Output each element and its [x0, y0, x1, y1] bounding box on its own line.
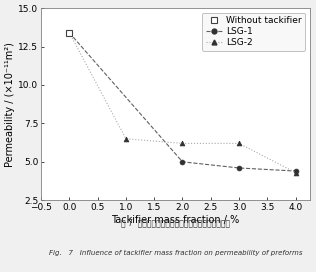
- X-axis label: Tackifier mass fraction / %: Tackifier mass fraction / %: [111, 215, 240, 225]
- Legend: Without tackifier, LSG-1, LSG-2: Without tackifier, LSG-1, LSG-2: [203, 13, 305, 51]
- Y-axis label: Permeability / (×10⁻¹¹m²): Permeability / (×10⁻¹¹m²): [5, 42, 15, 167]
- Text: Fig.   7   Influence of tackifier mass fraction on permeability of preforms: Fig. 7 Influence of tackifier mass fract…: [49, 250, 302, 256]
- Text: 图 7  不同定位胶黏剂含量对预成型体透气率的影响: 图 7 不同定位胶黏剂含量对预成型体透气率的影响: [121, 219, 230, 228]
